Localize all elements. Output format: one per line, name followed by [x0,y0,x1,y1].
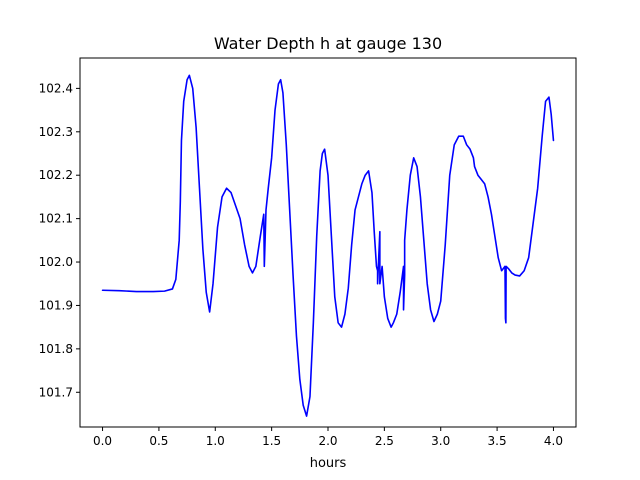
x-tick-label: 1.5 [262,434,281,448]
x-tick-label: 2.0 [318,434,337,448]
chart-title: Water Depth h at gauge 130 [214,34,442,53]
x-tick-label: 0.0 [93,434,112,448]
x-tick-label: 2.5 [375,434,394,448]
x-tick-label: 4.0 [544,434,563,448]
y-tick-label: 102.0 [39,255,73,269]
y-tick-label: 102.4 [39,81,73,95]
y-tick-label: 102.2 [39,168,73,182]
y-tick-label: 101.7 [39,385,73,399]
x-tick-label: 1.0 [206,434,225,448]
x-tick-label: 0.5 [149,434,168,448]
y-tick-label: 101.9 [39,298,73,312]
y-tick-label: 101.8 [39,342,73,356]
plot-area: 0.0 0.5 1.0 1.5 2.0 2.5 3.0 3.5 4.0 101.7 101.8 101… [39,57,577,448]
series-line-0 [101,74,555,417]
x-tick-label: 3.5 [488,434,507,448]
x-tick-label: 3.0 [431,434,450,448]
x-axis-label: hours [310,456,347,471]
y-tick-label: 102.1 [39,212,73,226]
y-tick-label: 102.3 [39,125,73,139]
